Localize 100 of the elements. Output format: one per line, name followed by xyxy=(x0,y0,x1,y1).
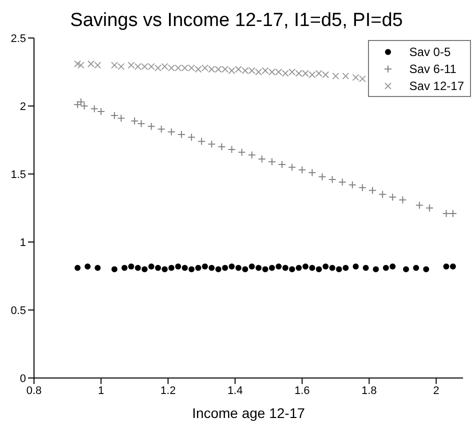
point xyxy=(309,264,316,271)
point xyxy=(382,264,389,271)
point xyxy=(74,100,82,109)
point xyxy=(256,264,262,271)
point xyxy=(242,266,248,272)
point xyxy=(97,107,106,116)
point xyxy=(338,178,346,186)
point xyxy=(390,263,396,270)
point xyxy=(117,114,126,122)
point xyxy=(168,264,174,271)
legend-label: Sav 0-5 xyxy=(409,44,451,58)
point xyxy=(182,264,188,271)
legend-label: Sav 6-11 xyxy=(409,62,456,76)
point xyxy=(248,263,255,270)
point xyxy=(84,263,91,270)
point xyxy=(352,263,359,270)
point xyxy=(188,133,196,142)
point xyxy=(316,266,322,272)
point xyxy=(450,263,456,270)
point xyxy=(288,163,296,172)
point xyxy=(142,266,148,272)
point xyxy=(128,263,134,270)
point xyxy=(329,264,336,271)
point xyxy=(282,264,288,271)
point xyxy=(298,166,306,174)
point xyxy=(177,130,186,139)
point xyxy=(268,158,276,166)
point xyxy=(198,137,206,146)
x-tick-label: 0.8 xyxy=(26,384,42,397)
point xyxy=(342,264,349,271)
x-tick-label: 1.2 xyxy=(160,384,176,397)
point xyxy=(336,266,342,272)
point xyxy=(342,72,350,80)
point xyxy=(258,155,266,164)
point xyxy=(162,266,168,272)
point xyxy=(358,184,366,192)
point xyxy=(110,112,118,120)
point xyxy=(76,98,85,106)
point xyxy=(248,150,256,159)
point xyxy=(448,209,457,218)
point xyxy=(235,264,242,271)
point xyxy=(147,122,156,130)
point xyxy=(308,168,316,177)
x-tick-label: 1 xyxy=(98,384,104,397)
point xyxy=(121,264,128,271)
y-tick-label: 0 xyxy=(20,372,26,385)
chart-title: Savings vs Income 12-17, I1=d5, PI=d5 xyxy=(69,9,404,33)
point xyxy=(268,264,275,271)
x-axis-title: Income age 12-17 xyxy=(192,405,306,421)
point xyxy=(415,201,424,210)
point xyxy=(137,120,146,128)
y-tick-label: 2 xyxy=(20,100,26,113)
point xyxy=(425,204,434,212)
point xyxy=(111,266,118,272)
point xyxy=(362,264,369,271)
point xyxy=(403,266,410,272)
point xyxy=(208,264,215,271)
point xyxy=(413,264,420,271)
x-tick-label: 1.8 xyxy=(362,384,377,397)
point xyxy=(208,140,216,148)
x-tick-label: 1.6 xyxy=(294,384,310,397)
point xyxy=(94,264,101,271)
point xyxy=(175,263,182,270)
point xyxy=(348,180,356,189)
point xyxy=(302,263,308,270)
y-tick-label: 2.5 xyxy=(10,32,26,45)
y-tick-label: 0.5 xyxy=(10,304,26,317)
y-tick-label: 1.5 xyxy=(10,168,26,181)
point xyxy=(90,104,98,113)
point xyxy=(215,266,222,272)
point xyxy=(74,60,82,68)
point xyxy=(388,193,397,202)
point xyxy=(228,146,236,154)
point xyxy=(328,175,336,184)
x-tick-label: 1.4 xyxy=(227,384,243,397)
point xyxy=(262,266,268,272)
point xyxy=(322,263,329,270)
point xyxy=(378,190,387,198)
point xyxy=(202,263,208,270)
point xyxy=(222,264,228,271)
point xyxy=(368,186,377,194)
point xyxy=(155,264,162,271)
point xyxy=(218,142,226,151)
point xyxy=(134,264,141,271)
y-tick-label: 1 xyxy=(20,236,26,249)
x-tick-label: 2 xyxy=(433,384,440,397)
point xyxy=(74,264,81,271)
point xyxy=(278,160,286,168)
point xyxy=(167,128,176,136)
point xyxy=(130,116,139,125)
point xyxy=(318,172,326,181)
point xyxy=(77,62,84,69)
point xyxy=(228,263,235,270)
legend-label: Sav 12-17 xyxy=(409,78,464,92)
point xyxy=(195,264,202,271)
point xyxy=(238,148,246,156)
point xyxy=(423,266,430,272)
point xyxy=(157,125,166,134)
point xyxy=(148,263,154,270)
point xyxy=(296,264,302,271)
